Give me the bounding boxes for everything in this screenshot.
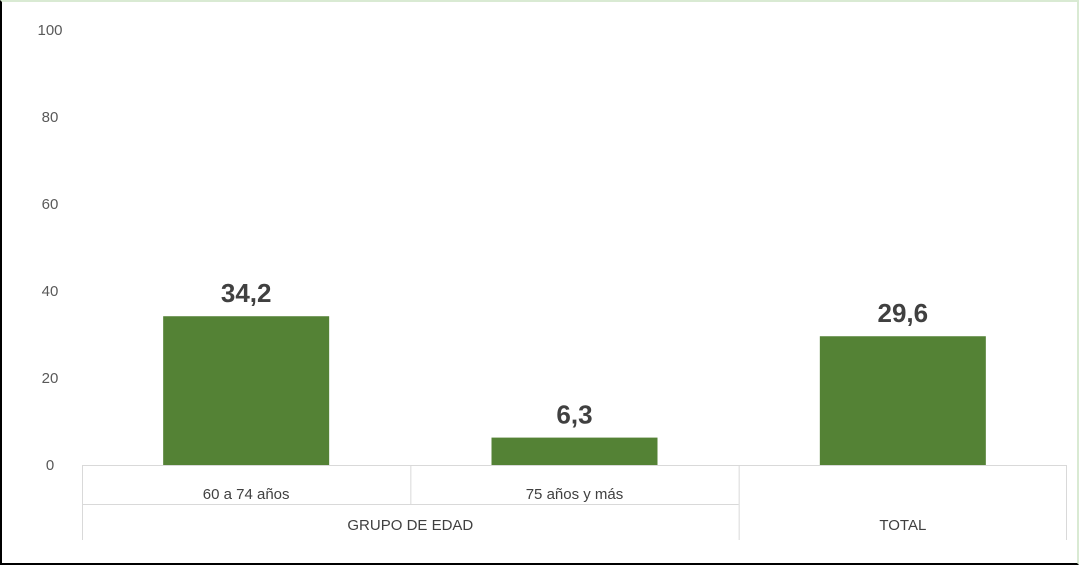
y-tick-label: 40 [42,283,59,300]
x-tick-label-2: 75 años y más [526,486,624,503]
y-tick-label: 100 [37,22,62,39]
y-tick-label: 60 [42,196,59,213]
data-label-2: 6,3 [556,400,592,430]
y-tick-label: 80 [42,109,59,126]
y-tick-label: 0 [46,457,54,474]
bar-3 [819,336,986,465]
data-label-1: 34,2 [221,278,272,308]
x-group-label-2: TOTAL [879,517,926,534]
bar-2 [491,437,658,465]
x-group-label-1: GRUPO DE EDAD [347,517,473,534]
bar-1 [163,316,330,465]
x-tick-label-1: 60 a 74 años [203,486,290,503]
y-tick-label: 20 [42,370,59,387]
data-label-3: 29,6 [878,298,929,328]
